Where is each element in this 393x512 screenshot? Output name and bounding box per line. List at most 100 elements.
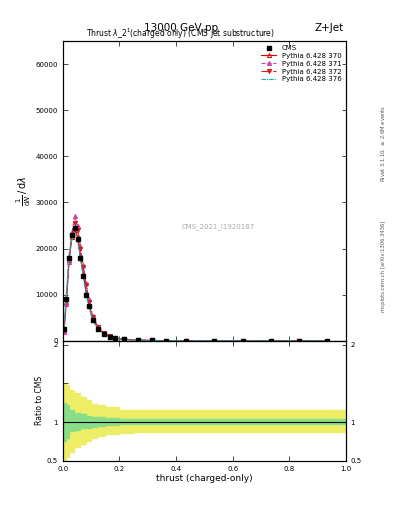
Pythia 6.428 370 xyxy=(240,338,245,344)
CMS xyxy=(150,337,154,344)
Pythia 6.428 371 xyxy=(150,337,154,344)
Pythia 6.428 371 xyxy=(212,338,217,344)
Pythia 6.428 372 xyxy=(164,337,169,344)
Pythia 6.428 370 xyxy=(90,316,95,322)
Pythia 6.428 376 xyxy=(70,236,74,242)
Pythia 6.428 372 xyxy=(84,283,88,289)
Pythia 6.428 370 xyxy=(86,302,91,308)
Pythia 6.428 372 xyxy=(107,333,112,339)
Pythia 6.428 376 xyxy=(72,229,77,236)
CMS xyxy=(86,303,91,309)
Pythia 6.428 370 xyxy=(78,252,83,259)
Pythia 6.428 371 xyxy=(75,222,80,228)
Text: Thrust $\lambda\_2^1$(charged only) (CMS jet substructure): Thrust $\lambda\_2^1$(charged only) (CMS… xyxy=(86,27,275,41)
Pythia 6.428 372 xyxy=(136,337,140,343)
Pythia 6.428 371 xyxy=(81,262,86,268)
Pythia 6.428 372 xyxy=(70,231,74,238)
Pythia 6.428 376 xyxy=(325,338,330,344)
Pythia 6.428 376 xyxy=(96,327,101,333)
Pythia 6.428 376 xyxy=(67,250,72,257)
Text: Rivet 3.1.10, $\geq$ 2.6M events: Rivet 3.1.10, $\geq$ 2.6M events xyxy=(379,105,387,182)
Pythia 6.428 371 xyxy=(184,338,188,344)
Pythia 6.428 370 xyxy=(121,336,126,343)
Pythia 6.428 370 xyxy=(64,298,69,305)
Pythia 6.428 372 xyxy=(75,227,80,233)
Pythia 6.428 370 xyxy=(72,227,77,233)
Pythia 6.428 371 xyxy=(86,296,91,303)
Pythia 6.428 371 xyxy=(101,329,106,335)
Pythia 6.428 370 xyxy=(101,330,106,336)
CMS xyxy=(297,338,301,344)
Pythia 6.428 376 xyxy=(90,317,95,324)
Pythia 6.428 371 xyxy=(268,338,273,344)
CMS xyxy=(78,255,83,261)
Pythia 6.428 371 xyxy=(113,335,118,341)
Line: Pythia 6.428 370: Pythia 6.428 370 xyxy=(62,228,330,343)
Line: Pythia 6.428 371: Pythia 6.428 371 xyxy=(62,214,330,343)
CMS xyxy=(67,255,72,261)
Text: CMS_2021_I1920187: CMS_2021_I1920187 xyxy=(182,224,255,230)
Pythia 6.428 371 xyxy=(96,324,101,330)
Pythia 6.428 372 xyxy=(64,297,69,303)
Pythia 6.428 370 xyxy=(84,289,88,295)
Pythia 6.428 376 xyxy=(184,338,188,344)
Text: mcplots.cern.ch [arXiv:1306.3436]: mcplots.cern.ch [arXiv:1306.3436] xyxy=(381,221,386,312)
Text: Z+Jet: Z+Jet xyxy=(315,23,344,33)
Text: 13000 GeV pp: 13000 GeV pp xyxy=(144,23,218,33)
Pythia 6.428 370 xyxy=(297,338,301,344)
Line: Pythia 6.428 376: Pythia 6.428 376 xyxy=(64,232,327,341)
Pythia 6.428 376 xyxy=(86,304,91,310)
Pythia 6.428 372 xyxy=(62,327,66,333)
Pythia 6.428 370 xyxy=(62,328,66,334)
Pythia 6.428 370 xyxy=(113,335,118,341)
Pythia 6.428 376 xyxy=(121,336,126,343)
Pythia 6.428 370 xyxy=(70,234,74,240)
Pythia 6.428 371 xyxy=(78,243,83,249)
Pythia 6.428 371 xyxy=(64,301,69,307)
CMS xyxy=(90,317,95,323)
CMS xyxy=(101,331,106,337)
Pythia 6.428 376 xyxy=(113,335,118,342)
Pythia 6.428 372 xyxy=(297,338,301,344)
CMS xyxy=(121,336,126,343)
Pythia 6.428 371 xyxy=(72,213,77,219)
CMS xyxy=(75,236,80,242)
Pythia 6.428 372 xyxy=(325,338,330,344)
Pythia 6.428 376 xyxy=(268,338,273,344)
CMS xyxy=(84,292,88,298)
Pythia 6.428 376 xyxy=(64,292,69,298)
Pythia 6.428 376 xyxy=(75,239,80,245)
Pythia 6.428 371 xyxy=(70,229,74,236)
X-axis label: thrust (charged-only): thrust (charged-only) xyxy=(156,475,253,483)
Pythia 6.428 370 xyxy=(81,271,86,277)
Pythia 6.428 372 xyxy=(113,335,118,341)
Pythia 6.428 376 xyxy=(150,337,154,344)
CMS xyxy=(268,338,273,344)
Pythia 6.428 376 xyxy=(136,337,140,343)
CMS xyxy=(64,296,69,303)
Pythia 6.428 371 xyxy=(164,337,169,344)
Pythia 6.428 370 xyxy=(164,337,169,344)
CMS xyxy=(240,338,245,344)
CMS xyxy=(81,273,86,280)
Pythia 6.428 370 xyxy=(107,333,112,339)
Pythia 6.428 371 xyxy=(240,338,245,344)
CMS xyxy=(164,337,169,344)
Pythia 6.428 370 xyxy=(268,338,273,344)
Pythia 6.428 371 xyxy=(62,329,66,335)
Pythia 6.428 371 xyxy=(136,337,140,343)
Pythia 6.428 376 xyxy=(297,338,301,344)
Pythia 6.428 371 xyxy=(297,338,301,344)
CMS xyxy=(62,326,66,332)
CMS xyxy=(72,225,77,231)
Pythia 6.428 372 xyxy=(121,336,126,343)
Pythia 6.428 371 xyxy=(325,338,330,344)
Pythia 6.428 370 xyxy=(150,337,154,344)
Pythia 6.428 372 xyxy=(184,338,188,344)
Pythia 6.428 372 xyxy=(81,264,86,270)
Pythia 6.428 376 xyxy=(81,274,86,280)
Pythia 6.428 372 xyxy=(67,255,72,261)
Y-axis label: $\frac{1}{\mathrm{d}N}\,/\,\mathrm{d}\lambda$: $\frac{1}{\mathrm{d}N}\,/\,\mathrm{d}\la… xyxy=(15,176,33,206)
Pythia 6.428 371 xyxy=(107,333,112,339)
CMS xyxy=(113,335,118,342)
